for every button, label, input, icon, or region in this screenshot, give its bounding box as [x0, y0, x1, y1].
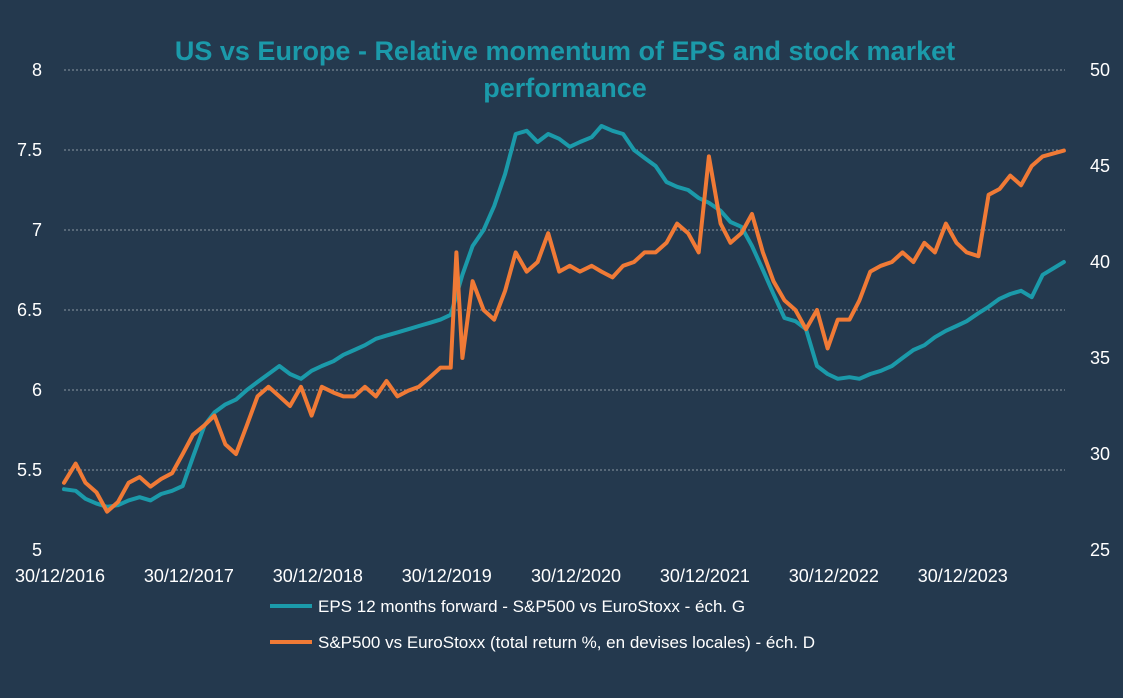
x-axis: 30/12/2016 30/12/2017 30/12/2018 30/12/2019…: [15, 566, 1008, 586]
x-tick-label: 30/12/2022: [789, 566, 879, 586]
right-tick-label: 25: [1090, 540, 1110, 560]
right-tick-label: 50: [1090, 60, 1110, 80]
right-tick-label: 35: [1090, 348, 1110, 368]
eps-series-line: [62, 124, 1066, 509]
left-tick-label: 5.5: [17, 460, 42, 480]
x-tick-label: 30/12/2020: [531, 566, 621, 586]
x-tick-label: 30/12/2023: [918, 566, 1008, 586]
right-tick-label: 40: [1090, 252, 1110, 272]
x-tick-label: 30/12/2016: [15, 566, 105, 586]
legend-item-eps: EPS 12 months forward - S&P500 vs EuroSt…: [270, 597, 745, 616]
legend-item-stock-return: S&P500 vs EuroStoxx (total return %, en …: [270, 633, 815, 652]
chart-title-line-1: US vs Europe - Relative momentum of EPS …: [175, 36, 955, 66]
left-tick-label: 8: [32, 60, 42, 80]
left-tick-label: 7.5: [17, 140, 42, 160]
left-axis: 5 5.5 6 6.5 7 7.5 8: [17, 60, 42, 560]
legend-label-stock-return: S&P500 vs EuroStoxx (total return %, en …: [318, 633, 815, 652]
right-tick-label: 30: [1090, 444, 1110, 464]
right-axis: 25 30 35 40 45 50: [1090, 60, 1110, 560]
legend-label-eps: EPS 12 months forward - S&P500 vs EuroSt…: [318, 597, 745, 616]
left-tick-label: 5: [32, 540, 42, 560]
stock-return-series-line: [62, 148, 1066, 514]
left-tick-label: 6: [32, 380, 42, 400]
x-tick-label: 30/12/2018: [273, 566, 363, 586]
left-tick-label: 7: [32, 220, 42, 240]
left-tick-label: 6.5: [17, 300, 42, 320]
x-tick-label: 30/12/2017: [144, 566, 234, 586]
gridlines: [64, 69, 1065, 471]
x-tick-label: 30/12/2019: [402, 566, 492, 586]
right-tick-label: 45: [1090, 156, 1110, 176]
series-lines: [62, 124, 1066, 514]
chart-title-line-2: performance: [483, 73, 647, 103]
x-tick-label: 30/12/2021: [660, 566, 750, 586]
legend: EPS 12 months forward - S&P500 vs EuroSt…: [270, 597, 815, 652]
